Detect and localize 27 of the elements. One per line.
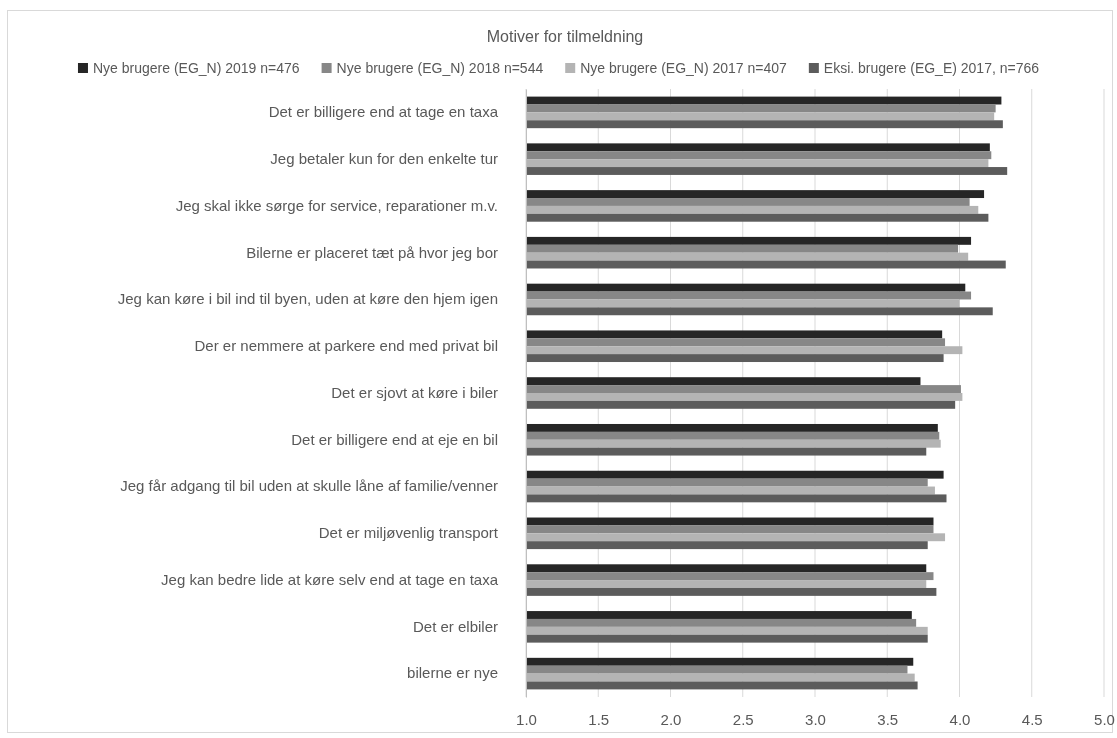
x-tick-label: 2.0	[660, 710, 682, 728]
x-tick-label: 4.5	[1021, 710, 1043, 728]
y-tick-label: Jeg får adgang til bil uden at skulle låne af familie/venner	[120, 477, 498, 495]
y-tick-label: Det er sjovt at køre i biler	[331, 383, 498, 401]
x-tick-label: 1.5	[588, 710, 610, 728]
y-tick-label: Der er nemmere at parkere end med privat bil	[194, 337, 498, 355]
x-tick-label: 3.5	[877, 710, 899, 728]
y-tick-label: bilerne er nye	[407, 664, 498, 682]
y-tick-label: Jeg kan bedre lide at køre selv end at tage en taxa	[161, 570, 499, 588]
x-tick-label: 3.0	[805, 710, 826, 728]
legend-label: Eksi. brugere (EG_E) 2017, n=766	[823, 60, 1040, 76]
y-tick-label: Jeg skal ikke sørge for service, reparationer m.v.	[175, 196, 498, 214]
x-tick-label: 2.5	[732, 710, 754, 728]
chart-title: Motiver for tilmeldning	[486, 28, 644, 45]
y-tick-label: Jeg kan køre i bil ind til byen, uden at køre den hjem igen	[117, 290, 498, 308]
y-tick-label: Det er miljøvenlig transport	[318, 524, 499, 542]
y-tick-label: Det er billigere end at eje en bil	[291, 430, 498, 448]
x-tick-label: 5.0	[1094, 710, 1115, 728]
legend-label: Nye brugere (EG_N) 2019 n=476	[92, 60, 300, 76]
y-tick-label: Det er billigere end at tage en taxa	[268, 103, 499, 121]
y-tick-label: Bilerne er placeret tæt på hvor jeg bor	[246, 243, 498, 261]
x-tick-label: 1.0	[516, 710, 537, 728]
legend-label: Nye brugere (EG_N) 2017 n=407	[580, 60, 788, 76]
legend-label: Nye brugere (EG_N) 2018 n=544	[336, 60, 544, 76]
y-tick-label: Det er elbiler	[412, 617, 498, 635]
y-tick-label: Jeg betaler kun for den enkelte tur	[270, 149, 498, 167]
x-tick-label: 4.0	[949, 710, 971, 728]
